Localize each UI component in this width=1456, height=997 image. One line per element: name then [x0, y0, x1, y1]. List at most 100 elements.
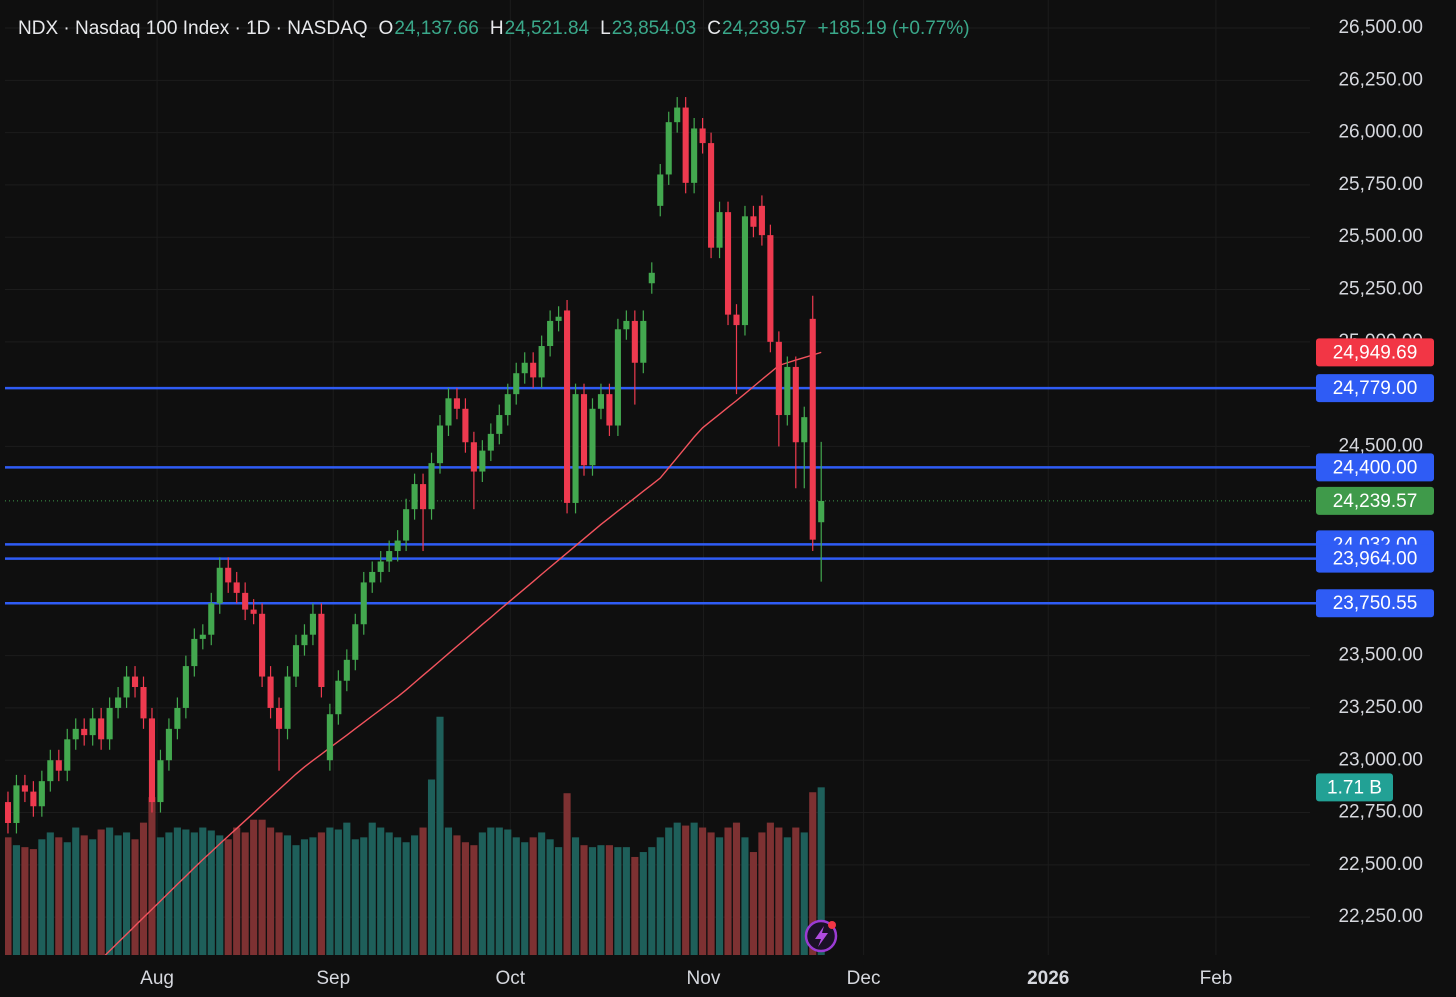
- level-tag: [1316, 544, 1434, 573]
- volume-bar: [377, 827, 385, 955]
- candle-body: [326, 714, 333, 761]
- level-tag-label: 23,750.55: [1333, 593, 1418, 614]
- volume-bar: [555, 847, 563, 955]
- volume-bar: [106, 827, 114, 955]
- candle-body: [521, 362, 528, 374]
- y-tick-label: 25,250.00: [1338, 279, 1423, 300]
- candle-body: [275, 707, 283, 729]
- volume-bar: [334, 829, 342, 955]
- volume-bar: [648, 847, 656, 955]
- candle-body: [352, 624, 359, 660]
- volume-tag: [1316, 773, 1393, 802]
- candle-body: [597, 394, 605, 409]
- header-text: O: [379, 18, 394, 39]
- candle-body: [5, 802, 12, 823]
- candle-body: [208, 603, 215, 635]
- candle-body: [81, 728, 88, 736]
- volume-bar: [275, 832, 283, 955]
- volume-bar: [478, 832, 486, 955]
- x-tick-label: Aug: [140, 968, 174, 989]
- volume-tag-label: 1.71 B: [1327, 777, 1382, 798]
- header-text: 24,239.57: [722, 18, 807, 39]
- candle-body: [716, 212, 723, 248]
- candle-body: [809, 318, 816, 540]
- volume-bar: [139, 822, 148, 955]
- candle-body: [479, 450, 486, 472]
- candle-body: [259, 613, 266, 677]
- volume-bar: [639, 852, 647, 955]
- levels: [5, 386, 1316, 605]
- volume-bar: [165, 832, 173, 955]
- x-tick-label: 2026: [1027, 968, 1069, 989]
- candle-body: [699, 128, 706, 144]
- volume-bar: [563, 793, 571, 955]
- candle-body: [131, 676, 139, 688]
- y-tick-label: 22,750.00: [1338, 802, 1423, 823]
- level-tag: [1316, 374, 1434, 403]
- candle-body: [292, 645, 300, 677]
- x-tick-label: Dec: [847, 968, 881, 989]
- y-tick-label: 26,000.00: [1338, 122, 1423, 143]
- volume-bar: [267, 827, 275, 955]
- candle-body: [682, 107, 689, 183]
- volume-bar: [5, 837, 12, 955]
- x-tick-label: Feb: [1200, 968, 1233, 989]
- volume-bar: [521, 842, 529, 955]
- level-tag: [1316, 589, 1434, 618]
- candle-body: [513, 373, 520, 395]
- volume-bar: [123, 832, 131, 955]
- volume-bar: [732, 822, 741, 955]
- volume-bar: [682, 825, 690, 955]
- volume-bar: [402, 842, 410, 955]
- candle-body: [250, 609, 257, 614]
- grid: [5, 0, 1310, 955]
- candle-body: [801, 417, 808, 443]
- candle-body: [462, 408, 469, 443]
- candle-body: [318, 613, 325, 688]
- candle-body: [309, 613, 316, 635]
- volume-bar: [55, 837, 63, 955]
- volume-bar: [749, 852, 757, 955]
- volume-bar: [461, 842, 469, 955]
- candle-body: [165, 728, 172, 761]
- candle-body: [572, 394, 579, 503]
- volume-bar: [292, 845, 300, 955]
- alert-icon[interactable]: [804, 919, 838, 953]
- y-tick-label: 25,750.00: [1338, 174, 1423, 195]
- candle-body: [360, 582, 367, 625]
- volume-bar: [411, 835, 419, 955]
- volume-pane: [5, 716, 825, 955]
- level-tag-label: 24,400.00: [1333, 457, 1418, 478]
- volume-bar: [317, 832, 325, 955]
- header-text: L: [600, 18, 611, 39]
- volume-bar: [436, 716, 444, 955]
- candle-body: [182, 666, 189, 708]
- y-tick-label: 23,500.00: [1338, 645, 1423, 666]
- candle-body: [648, 272, 655, 284]
- candle-body: [470, 442, 477, 472]
- candle-body: [115, 697, 122, 708]
- volume-bar: [419, 827, 427, 955]
- volume-bar: [800, 832, 808, 955]
- candle-body: [148, 718, 156, 803]
- volume-bar: [250, 819, 258, 955]
- candle-body: [589, 408, 596, 466]
- candle-body: [428, 463, 435, 510]
- volume-bar: [216, 835, 224, 955]
- candle-body: [72, 728, 79, 740]
- candle-body: [21, 785, 28, 792]
- volume-bar: [29, 849, 37, 955]
- y-tick-label: 23,000.00: [1338, 749, 1423, 770]
- y-tick-label: 22,250.00: [1338, 906, 1423, 927]
- y-tick-label: 26,250.00: [1338, 69, 1423, 90]
- candle-body: [199, 634, 206, 639]
- candle-body: [123, 676, 130, 698]
- candles: [5, 97, 825, 834]
- header-text: +185.19 (+0.77%): [817, 18, 969, 39]
- header-text: NDX · Nasdaq 100 Index · 1D · NASDAQ: [18, 18, 368, 39]
- candle-body: [343, 659, 350, 681]
- volume-bar: [453, 835, 461, 955]
- volume-bar: [300, 839, 309, 955]
- candle-body: [403, 509, 410, 541]
